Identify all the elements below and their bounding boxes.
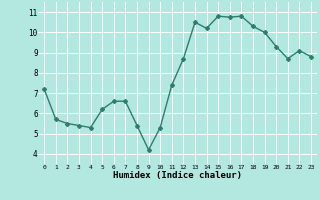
X-axis label: Humidex (Indice chaleur): Humidex (Indice chaleur) [113,171,242,180]
